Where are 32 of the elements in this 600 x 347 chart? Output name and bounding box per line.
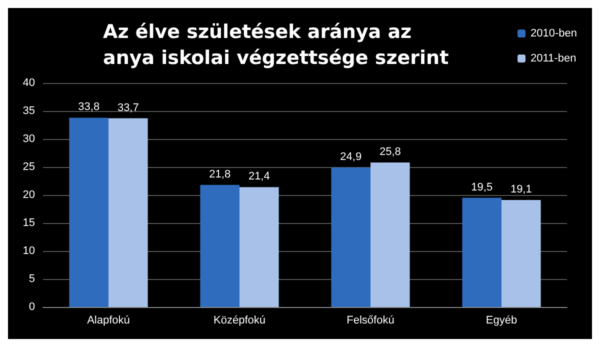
bar — [502, 200, 541, 307]
y-tick-label: 30 — [22, 133, 35, 145]
bar — [69, 118, 108, 307]
bar — [370, 162, 410, 307]
y-tick-label: 40 — [22, 77, 35, 89]
data-label: 21,8 — [209, 168, 231, 180]
data-label: 24,9 — [340, 151, 362, 164]
x-tick-label: Középfokú — [214, 314, 266, 326]
chart-title: Az élve születések aránya az anya iskolai végzettsége szerint — [103, 21, 449, 69]
data-label: 19,1 — [510, 184, 532, 196]
bar — [240, 187, 279, 307]
data-label: 25,8 — [379, 146, 401, 158]
bar — [200, 184, 240, 307]
x-tick-label: Felsőfokú — [346, 314, 394, 326]
y-tick-label: 15 — [22, 217, 35, 229]
y-tick-label: 5 — [28, 273, 35, 285]
legend-label: 2010-ben — [530, 28, 578, 40]
data-label: 33,8 — [78, 101, 100, 114]
x-tick-label: Egyéb — [486, 314, 518, 326]
y-tick-label: 0 — [28, 301, 35, 313]
x-tick-label: Alapfokú — [87, 314, 130, 326]
y-tick-label: 20 — [22, 189, 35, 201]
y-tick-label: 10 — [22, 245, 35, 257]
bar — [462, 198, 502, 307]
legend-label: 2011-ben — [530, 52, 576, 64]
data-label: 21,4 — [248, 170, 270, 183]
y-tick-label: 35 — [22, 105, 35, 117]
bar — [108, 118, 148, 307]
data-label: 19,5 — [471, 181, 493, 194]
data-label: 33,7 — [117, 102, 139, 114]
y-tick-label: 25 — [22, 161, 35, 173]
bar — [331, 168, 370, 307]
